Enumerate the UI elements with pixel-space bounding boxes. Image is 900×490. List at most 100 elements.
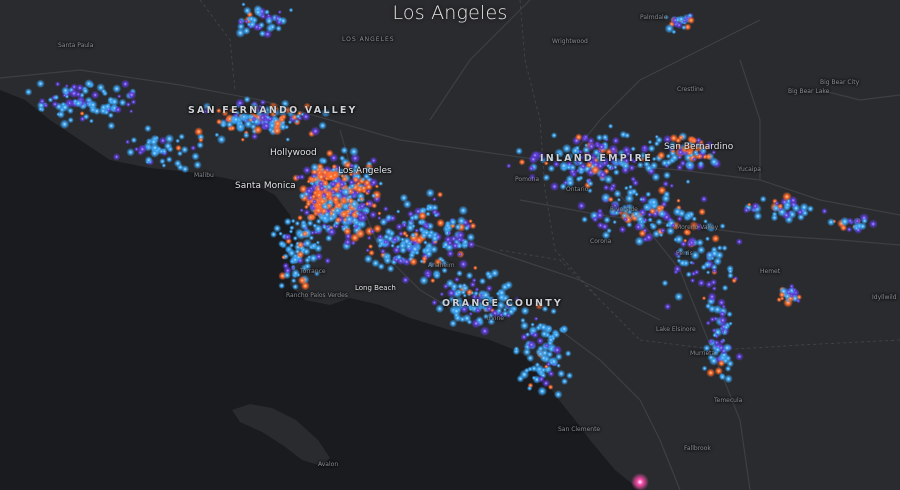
- density-point: [470, 304, 476, 310]
- density-point: [118, 98, 127, 107]
- density-point: [728, 321, 733, 326]
- density-point: [221, 109, 229, 117]
- density-point: [82, 113, 90, 120]
- density-point: [588, 153, 597, 163]
- density-point: [297, 214, 303, 221]
- density-point: [309, 176, 315, 182]
- density-point: [439, 291, 445, 297]
- density-point: [642, 160, 651, 168]
- density-point: [708, 338, 714, 345]
- density-point: [455, 299, 466, 310]
- density-point: [229, 125, 236, 132]
- density-point: [310, 162, 320, 172]
- density-point: [612, 219, 617, 225]
- density-point: [401, 275, 410, 285]
- density-point: [24, 88, 33, 96]
- density-point: [581, 216, 588, 223]
- density-point: [687, 13, 693, 19]
- density-point: [567, 155, 572, 160]
- density-point: [287, 248, 297, 258]
- density-point: [261, 121, 272, 131]
- density-point: [676, 198, 681, 203]
- density-point: [315, 190, 324, 200]
- density-point: [326, 202, 333, 209]
- density-point: [272, 125, 283, 136]
- density-point: [792, 287, 797, 293]
- density-point: [320, 207, 328, 215]
- density-point: [587, 180, 594, 187]
- density-point: [466, 232, 476, 242]
- density-point: [683, 238, 688, 243]
- density-point: [315, 240, 320, 245]
- density-point: [607, 123, 614, 129]
- density-point: [383, 256, 392, 265]
- density-point: [258, 21, 265, 29]
- density-point: [273, 224, 282, 233]
- density-point: [513, 346, 520, 352]
- density-point: [383, 233, 390, 241]
- density-point: [220, 121, 227, 128]
- density-point: [399, 246, 408, 255]
- density-point: [691, 261, 695, 266]
- density-point: [487, 317, 496, 326]
- density-point: [721, 245, 728, 252]
- density-point: [340, 146, 349, 155]
- density-point: [506, 163, 512, 169]
- label-crestline: Crestline: [677, 86, 704, 93]
- density-point: [471, 293, 478, 301]
- density-point: [265, 16, 274, 26]
- density-point: [468, 219, 473, 224]
- density-point: [310, 181, 315, 186]
- density-point: [495, 307, 503, 314]
- density-point: [354, 184, 364, 194]
- density-point: [684, 250, 690, 256]
- density-point: [697, 278, 706, 288]
- density-point: [253, 8, 263, 17]
- label-pomona: Pomona: [515, 176, 540, 183]
- density-point: [540, 329, 549, 339]
- density-point: [683, 228, 691, 236]
- density-point: [600, 222, 609, 231]
- density-point: [133, 146, 140, 152]
- density-point: [664, 23, 675, 34]
- density-point: [325, 149, 334, 158]
- density-point: [663, 171, 671, 180]
- density-point: [326, 227, 337, 237]
- density-point: [429, 245, 439, 254]
- density-point: [705, 236, 710, 242]
- density-point: [284, 106, 292, 114]
- density-point: [371, 193, 377, 199]
- density-point: [480, 290, 491, 301]
- density-point: [610, 165, 615, 171]
- density-point: [456, 283, 464, 290]
- density-point: [711, 327, 717, 333]
- density-point: [522, 347, 532, 357]
- density-point: [173, 159, 182, 168]
- label-san-fernando-valley: SAN FERNANDO VALLEY: [188, 105, 358, 116]
- density-point: [547, 164, 556, 173]
- density-point: [324, 257, 332, 265]
- density-point: [161, 163, 167, 168]
- density-point: [303, 208, 311, 217]
- density-point: [721, 284, 729, 292]
- density-point: [526, 339, 537, 350]
- density-point: [743, 206, 750, 214]
- density-point: [556, 157, 562, 163]
- density-point: [377, 216, 382, 221]
- density-point: [231, 114, 241, 125]
- density-point: [253, 125, 263, 135]
- county-boundaries: [199, 0, 900, 351]
- density-point: [430, 278, 436, 284]
- density-point: [721, 304, 726, 309]
- density-point: [723, 324, 730, 331]
- density-point: [315, 218, 322, 225]
- density-point: [214, 132, 220, 138]
- density-point: [655, 218, 663, 226]
- density-point: [300, 281, 310, 291]
- density-point: [81, 87, 90, 95]
- density-point: [291, 278, 297, 284]
- density-point: [479, 326, 490, 337]
- density-point: [391, 235, 399, 244]
